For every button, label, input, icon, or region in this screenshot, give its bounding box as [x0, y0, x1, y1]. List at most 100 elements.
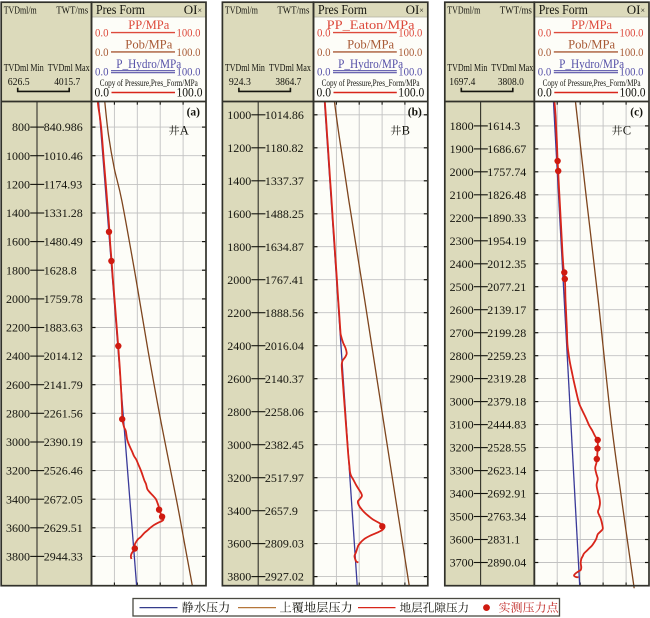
- svg-text:100.0: 100.0: [620, 26, 644, 40]
- svg-text:1757.74: 1757.74: [487, 165, 526, 179]
- svg-text:3500: 3500: [450, 510, 474, 524]
- svg-text:3400: 3400: [6, 492, 30, 506]
- svg-text:0.0: 0.0: [538, 65, 552, 79]
- svg-text:2600: 2600: [227, 372, 251, 386]
- svg-text:2600: 2600: [450, 303, 474, 317]
- svg-text:(a): (a): [187, 106, 201, 118]
- svg-text:3000: 3000: [6, 435, 30, 449]
- svg-text:3864.7: 3864.7: [275, 77, 301, 88]
- svg-text:100.0: 100.0: [177, 85, 203, 100]
- svg-text:2944.33: 2944.33: [44, 550, 83, 564]
- svg-text:2692.91: 2692.91: [487, 487, 526, 501]
- svg-text:Pob/MPa: Pob/MPa: [347, 36, 394, 51]
- svg-text:OI×: OI×: [627, 2, 645, 17]
- svg-text:Pres Form: Pres Form: [318, 3, 367, 18]
- svg-text:2000: 2000: [6, 292, 30, 306]
- svg-text:B: B: [402, 124, 410, 138]
- svg-text:2444.83: 2444.83: [487, 418, 526, 432]
- svg-text:P_Hydro/MPa: P_Hydro/MPa: [559, 56, 624, 71]
- svg-text:TVDml Max: TVDml Max: [269, 63, 311, 74]
- svg-text:0.0: 0.0: [538, 45, 552, 59]
- svg-text:3100: 3100: [450, 418, 474, 432]
- svg-text:2400: 2400: [6, 349, 30, 363]
- svg-text:TVDml Min: TVDml Min: [4, 63, 44, 74]
- svg-text:100.0: 100.0: [177, 26, 201, 40]
- svg-text:100.0: 100.0: [177, 65, 201, 79]
- svg-text:2927.02: 2927.02: [265, 570, 304, 584]
- svg-text:1600: 1600: [227, 207, 251, 221]
- svg-text:2629.51: 2629.51: [44, 521, 83, 535]
- svg-text:TWT/ms: TWT/ms: [500, 6, 532, 17]
- svg-text:(c): (c): [630, 106, 643, 118]
- svg-text:Pob/MPa: Pob/MPa: [568, 36, 615, 51]
- svg-text:2139.17: 2139.17: [487, 303, 526, 317]
- svg-text:2258.06: 2258.06: [265, 405, 304, 419]
- svg-text:1614.3: 1614.3: [487, 119, 520, 133]
- svg-text:2199.28: 2199.28: [487, 326, 526, 340]
- svg-text:P_Hydro/MPa: P_Hydro/MPa: [116, 56, 181, 71]
- svg-text:1180.82: 1180.82: [265, 141, 304, 155]
- svg-text:2000: 2000: [450, 165, 474, 179]
- svg-text:1800: 1800: [227, 240, 251, 254]
- svg-text:0.0: 0.0: [317, 65, 331, 79]
- svg-text:2400: 2400: [227, 339, 251, 353]
- svg-text:PP/MPa: PP/MPa: [571, 17, 612, 32]
- svg-text:2809.03: 2809.03: [265, 537, 304, 551]
- svg-text:2528.55: 2528.55: [487, 441, 526, 455]
- svg-text:2379.18: 2379.18: [487, 395, 526, 409]
- svg-text:2517.97: 2517.97: [265, 471, 304, 485]
- svg-text:1014.86: 1014.86: [265, 108, 304, 122]
- svg-text:TVDml/m: TVDml/m: [225, 6, 258, 17]
- svg-text:1697.4: 1697.4: [449, 77, 476, 88]
- svg-text:0.0: 0.0: [538, 26, 552, 40]
- svg-text:2382.45: 2382.45: [265, 438, 304, 452]
- svg-text:2657.9: 2657.9: [265, 504, 298, 518]
- svg-text:1634.87: 1634.87: [265, 240, 304, 254]
- svg-text:2300: 2300: [450, 234, 474, 248]
- svg-text:2400: 2400: [450, 257, 474, 271]
- svg-text:2077.21: 2077.21: [487, 280, 526, 294]
- svg-text:2200: 2200: [450, 211, 474, 225]
- svg-text:0.0: 0.0: [317, 26, 331, 40]
- svg-text:100.0: 100.0: [620, 65, 644, 79]
- svg-text:1174.93: 1174.93: [44, 178, 83, 192]
- svg-text:0.0: 0.0: [95, 85, 110, 100]
- svg-text:2672.05: 2672.05: [44, 492, 83, 506]
- svg-text:PP_Eaton/MPa: PP_Eaton/MPa: [327, 17, 415, 32]
- svg-text:1488.25: 1488.25: [265, 207, 304, 221]
- svg-text:2141.79: 2141.79: [44, 378, 83, 392]
- svg-text:3800: 3800: [227, 570, 251, 584]
- svg-text:3300: 3300: [450, 464, 474, 478]
- svg-text:1200: 1200: [227, 141, 251, 155]
- svg-text:1826.48: 1826.48: [487, 188, 526, 202]
- svg-text:Pres Form: Pres Form: [539, 3, 588, 18]
- svg-text:2800: 2800: [227, 405, 251, 419]
- svg-text:100.0: 100.0: [398, 85, 424, 100]
- svg-text:2012.35: 2012.35: [487, 257, 526, 271]
- svg-text:100.0: 100.0: [398, 26, 422, 40]
- svg-text:2800: 2800: [6, 406, 30, 420]
- svg-text:924.3: 924.3: [229, 77, 251, 88]
- svg-text:626.5: 626.5: [8, 77, 30, 88]
- svg-text:P_Hydro/MPa: P_Hydro/MPa: [338, 56, 403, 71]
- svg-text:2319.28: 2319.28: [487, 372, 526, 386]
- svg-text:1686.67: 1686.67: [487, 142, 526, 156]
- svg-text:2390.19: 2390.19: [44, 435, 83, 449]
- svg-text:4015.7: 4015.7: [54, 77, 80, 88]
- svg-text:1400: 1400: [6, 206, 30, 220]
- svg-text:TVDml Min: TVDml Min: [447, 63, 487, 74]
- svg-text:3600: 3600: [227, 537, 251, 551]
- svg-text:2526.46: 2526.46: [44, 464, 83, 478]
- svg-text:(b): (b): [408, 106, 422, 118]
- svg-text:1628.8: 1628.8: [44, 263, 77, 277]
- svg-text:1000: 1000: [227, 108, 251, 122]
- svg-text:Copy of Pressure,Pres_Form/MPa: Copy of Pressure,Pres_Form/MPa: [543, 78, 641, 88]
- svg-text:0.0: 0.0: [317, 45, 331, 59]
- svg-text:2831.1: 2831.1: [487, 533, 520, 547]
- svg-text:1600: 1600: [6, 235, 30, 249]
- svg-text:3200: 3200: [450, 441, 474, 455]
- svg-text:100.0: 100.0: [398, 45, 422, 59]
- svg-text:3600: 3600: [6, 521, 30, 535]
- svg-text:OI×: OI×: [406, 2, 424, 17]
- svg-text:1337.37: 1337.37: [265, 174, 304, 188]
